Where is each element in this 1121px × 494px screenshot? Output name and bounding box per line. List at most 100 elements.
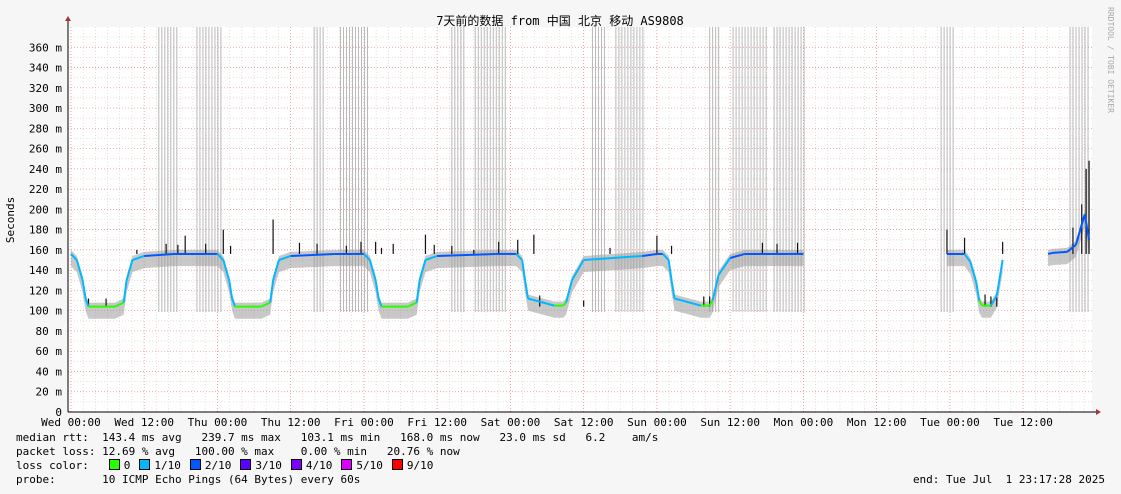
median-rtt-segment xyxy=(1083,214,1091,240)
loss-color-label: loss color: xyxy=(16,459,89,472)
watermark: RRDTOOL / TOBI OETIKER xyxy=(1106,7,1115,113)
x-axis-arrow xyxy=(1096,409,1101,415)
loss-color-swatch xyxy=(290,459,302,470)
median-rtt-segment xyxy=(374,280,380,299)
y-tick-label: 240 m xyxy=(29,163,62,176)
median-rtt-segment xyxy=(667,259,673,281)
y-axis-label: Seconds xyxy=(4,197,17,243)
loss-color-swatch-label: 9/10 xyxy=(406,459,434,472)
median-rtt-segment xyxy=(562,301,567,307)
median-rtt-segment xyxy=(524,280,529,299)
median-rtt-segment xyxy=(975,282,981,301)
y-tick-label: 340 m xyxy=(29,62,62,75)
chart-title: 7天前的数据 from 中国 北京 移动 AS9808 xyxy=(436,13,684,28)
median-rtt-segment xyxy=(1066,244,1077,253)
x-tick-label: Fri 00:00 xyxy=(334,416,394,429)
median-rtt-segment xyxy=(231,298,236,307)
loss-color-swatch-label: 5/10 xyxy=(356,459,383,472)
end-time: end: Tue Jul 1 23:17:28 2025 xyxy=(912,473,1105,486)
loss-color-item: 2/10 xyxy=(189,459,232,472)
median-rtt-segment xyxy=(708,300,714,307)
loss-color-legend: loss color: 0 1/10 2/10 3/10 4/10 5/10 9/10 xyxy=(16,459,442,472)
rtt-label: median rtt: xyxy=(16,431,89,444)
y-tick-label: 220 m xyxy=(29,183,62,196)
median-rtt-segment xyxy=(132,255,145,261)
median-rtt-segment xyxy=(642,252,658,257)
x-tick-label: Sat 12:00 xyxy=(554,416,614,429)
median-rtt-segment xyxy=(662,253,670,261)
median-rtt-segment xyxy=(565,280,573,303)
median-rtt-segment xyxy=(122,280,128,303)
median-rtt-segment xyxy=(674,297,702,307)
median-rtt-segment xyxy=(81,280,87,299)
y-tick-label: 20 m xyxy=(36,386,63,399)
y-tick-label: 180 m xyxy=(29,224,62,237)
median-rtt-segment xyxy=(515,253,523,261)
loss-values: 12.69 % avg 100.00 % max 0.00 % min 20.7… xyxy=(102,445,460,458)
median-rtt-segment xyxy=(521,259,527,281)
loss-color-swatch-label: 4/10 xyxy=(305,459,333,472)
median-rtt-segment xyxy=(571,259,585,281)
loss-color-swatch-label: 3/10 xyxy=(255,459,282,472)
median-rtt-segment xyxy=(1074,214,1086,246)
median-rtt-segment xyxy=(272,259,280,281)
median-rtt-segment xyxy=(963,253,972,263)
median-rtt-segment xyxy=(527,297,555,307)
median-rtt-segment xyxy=(216,253,225,261)
median-rtt-segment xyxy=(290,252,335,257)
rtt-smoke xyxy=(70,249,804,319)
median-rtt-segment xyxy=(84,298,90,307)
y-tick-label: 360 m xyxy=(29,41,62,54)
median-rtt-segment xyxy=(222,259,231,281)
loss-color-swatch xyxy=(108,459,120,470)
x-tick-label: Thu 12:00 xyxy=(261,416,321,429)
loss-color-item: 3/10 xyxy=(240,459,282,472)
y-tick-label: 100 m xyxy=(29,305,62,318)
loss-color-item: 0 xyxy=(108,459,131,472)
median-rtt-segment xyxy=(729,252,746,259)
median-rtt-segment xyxy=(75,259,84,281)
median-rtt-segment xyxy=(1052,250,1068,254)
loss-color-item: 1/10 xyxy=(139,459,181,472)
y-tick-label: 320 m xyxy=(29,82,62,95)
median-rtt-segment xyxy=(1047,251,1053,255)
median-rtt-segment xyxy=(717,257,731,276)
probe-info: probe: 10 ICMP Echo Pings (64 Bytes) eve… xyxy=(16,473,360,486)
x-tick-label: Mon 00:00 xyxy=(774,416,834,429)
loss-color-swatches: 0 1/10 2/10 3/10 4/10 5/10 9/10 xyxy=(108,459,443,472)
loss-color-swatch-label: 0 xyxy=(123,459,131,472)
y-axis-arrow xyxy=(65,16,71,21)
y-tick-label: 300 m xyxy=(29,102,62,115)
rtt-smoke xyxy=(946,249,1003,318)
loss-color-swatch-label: 1/10 xyxy=(154,459,181,472)
y-tick-label: 60 m xyxy=(36,345,63,358)
plot-area: 0 20 m 40 m 60 m 80 m 100 m 120 m 140 m 160 m 180… xyxy=(29,16,1101,429)
median-rtt-segment xyxy=(418,259,427,281)
median-rtt-segment xyxy=(114,301,125,308)
median-rtt-segment xyxy=(995,259,1004,296)
loss-label: packet loss: xyxy=(16,445,96,458)
y-tick-label: 120 m xyxy=(29,284,62,297)
median-rtt-segment xyxy=(363,253,371,261)
x-tick-label: Wed 00:00 xyxy=(41,416,101,429)
loss-color-swatch xyxy=(189,459,201,470)
loss-color-swatch xyxy=(240,459,252,470)
probe-label: probe: xyxy=(16,473,56,486)
x-tick-label: Tue 12:00 xyxy=(993,416,1053,429)
plot-background xyxy=(68,27,1092,412)
median-rtt-segment xyxy=(260,301,271,308)
median-rtt-segment xyxy=(425,255,438,261)
x-tick-label: Wed 12:00 xyxy=(114,416,174,429)
probe-value: 10 ICMP Echo Pings (64 Bytes) every 60s xyxy=(102,473,361,486)
loss-color-swatch-label: 2/10 xyxy=(204,459,232,472)
median-rtt-segment xyxy=(269,280,275,303)
rtt-values: 143.4 ms avg 239.7 ms max 103.1 ms min 1… xyxy=(102,431,659,444)
y-tick-label: 0 xyxy=(55,406,62,419)
y-tick-label: 40 m xyxy=(36,365,63,378)
median-rtt-segment xyxy=(144,252,174,257)
median-rtt-segment xyxy=(125,259,134,281)
y-tick-label: 200 m xyxy=(29,203,62,216)
y-tick-label: 80 m xyxy=(36,325,63,338)
median-rtt-segment xyxy=(407,301,418,308)
